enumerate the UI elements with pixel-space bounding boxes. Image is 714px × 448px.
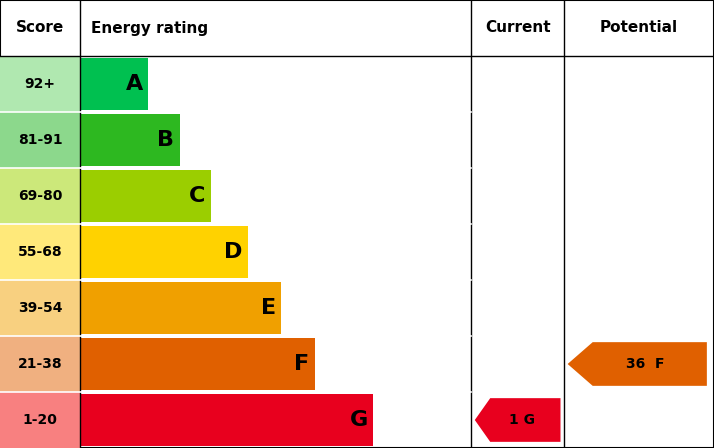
Bar xyxy=(80,394,373,446)
Bar xyxy=(80,58,149,110)
Text: 92+: 92+ xyxy=(24,77,56,91)
Text: F: F xyxy=(294,354,309,374)
Text: C: C xyxy=(189,186,206,206)
Text: 39-54: 39-54 xyxy=(18,301,62,315)
Text: 1 G: 1 G xyxy=(509,413,536,427)
Bar xyxy=(80,226,248,278)
Text: A: A xyxy=(126,74,143,94)
Bar xyxy=(0,336,80,392)
Text: E: E xyxy=(261,298,276,318)
Bar xyxy=(80,282,281,334)
Bar xyxy=(0,392,80,448)
Bar xyxy=(80,338,315,390)
Bar xyxy=(0,280,80,336)
Text: 81-91: 81-91 xyxy=(18,133,62,147)
Text: Score: Score xyxy=(16,21,64,35)
Polygon shape xyxy=(568,342,707,386)
Polygon shape xyxy=(475,398,560,442)
Text: 1-20: 1-20 xyxy=(23,413,57,427)
Text: D: D xyxy=(224,242,243,262)
Text: 21-38: 21-38 xyxy=(18,357,62,371)
Bar xyxy=(0,224,80,280)
Text: 69-80: 69-80 xyxy=(18,189,62,203)
Text: B: B xyxy=(157,130,174,150)
Bar xyxy=(0,112,80,168)
Bar xyxy=(80,114,180,166)
Text: Energy rating: Energy rating xyxy=(91,21,208,35)
Text: G: G xyxy=(349,410,368,430)
Bar xyxy=(0,168,80,224)
Bar xyxy=(0,56,80,112)
Bar xyxy=(80,170,211,222)
Text: Potential: Potential xyxy=(600,21,678,35)
Text: Current: Current xyxy=(485,21,550,35)
Text: 55-68: 55-68 xyxy=(18,245,62,259)
Text: 36  F: 36 F xyxy=(625,357,664,371)
